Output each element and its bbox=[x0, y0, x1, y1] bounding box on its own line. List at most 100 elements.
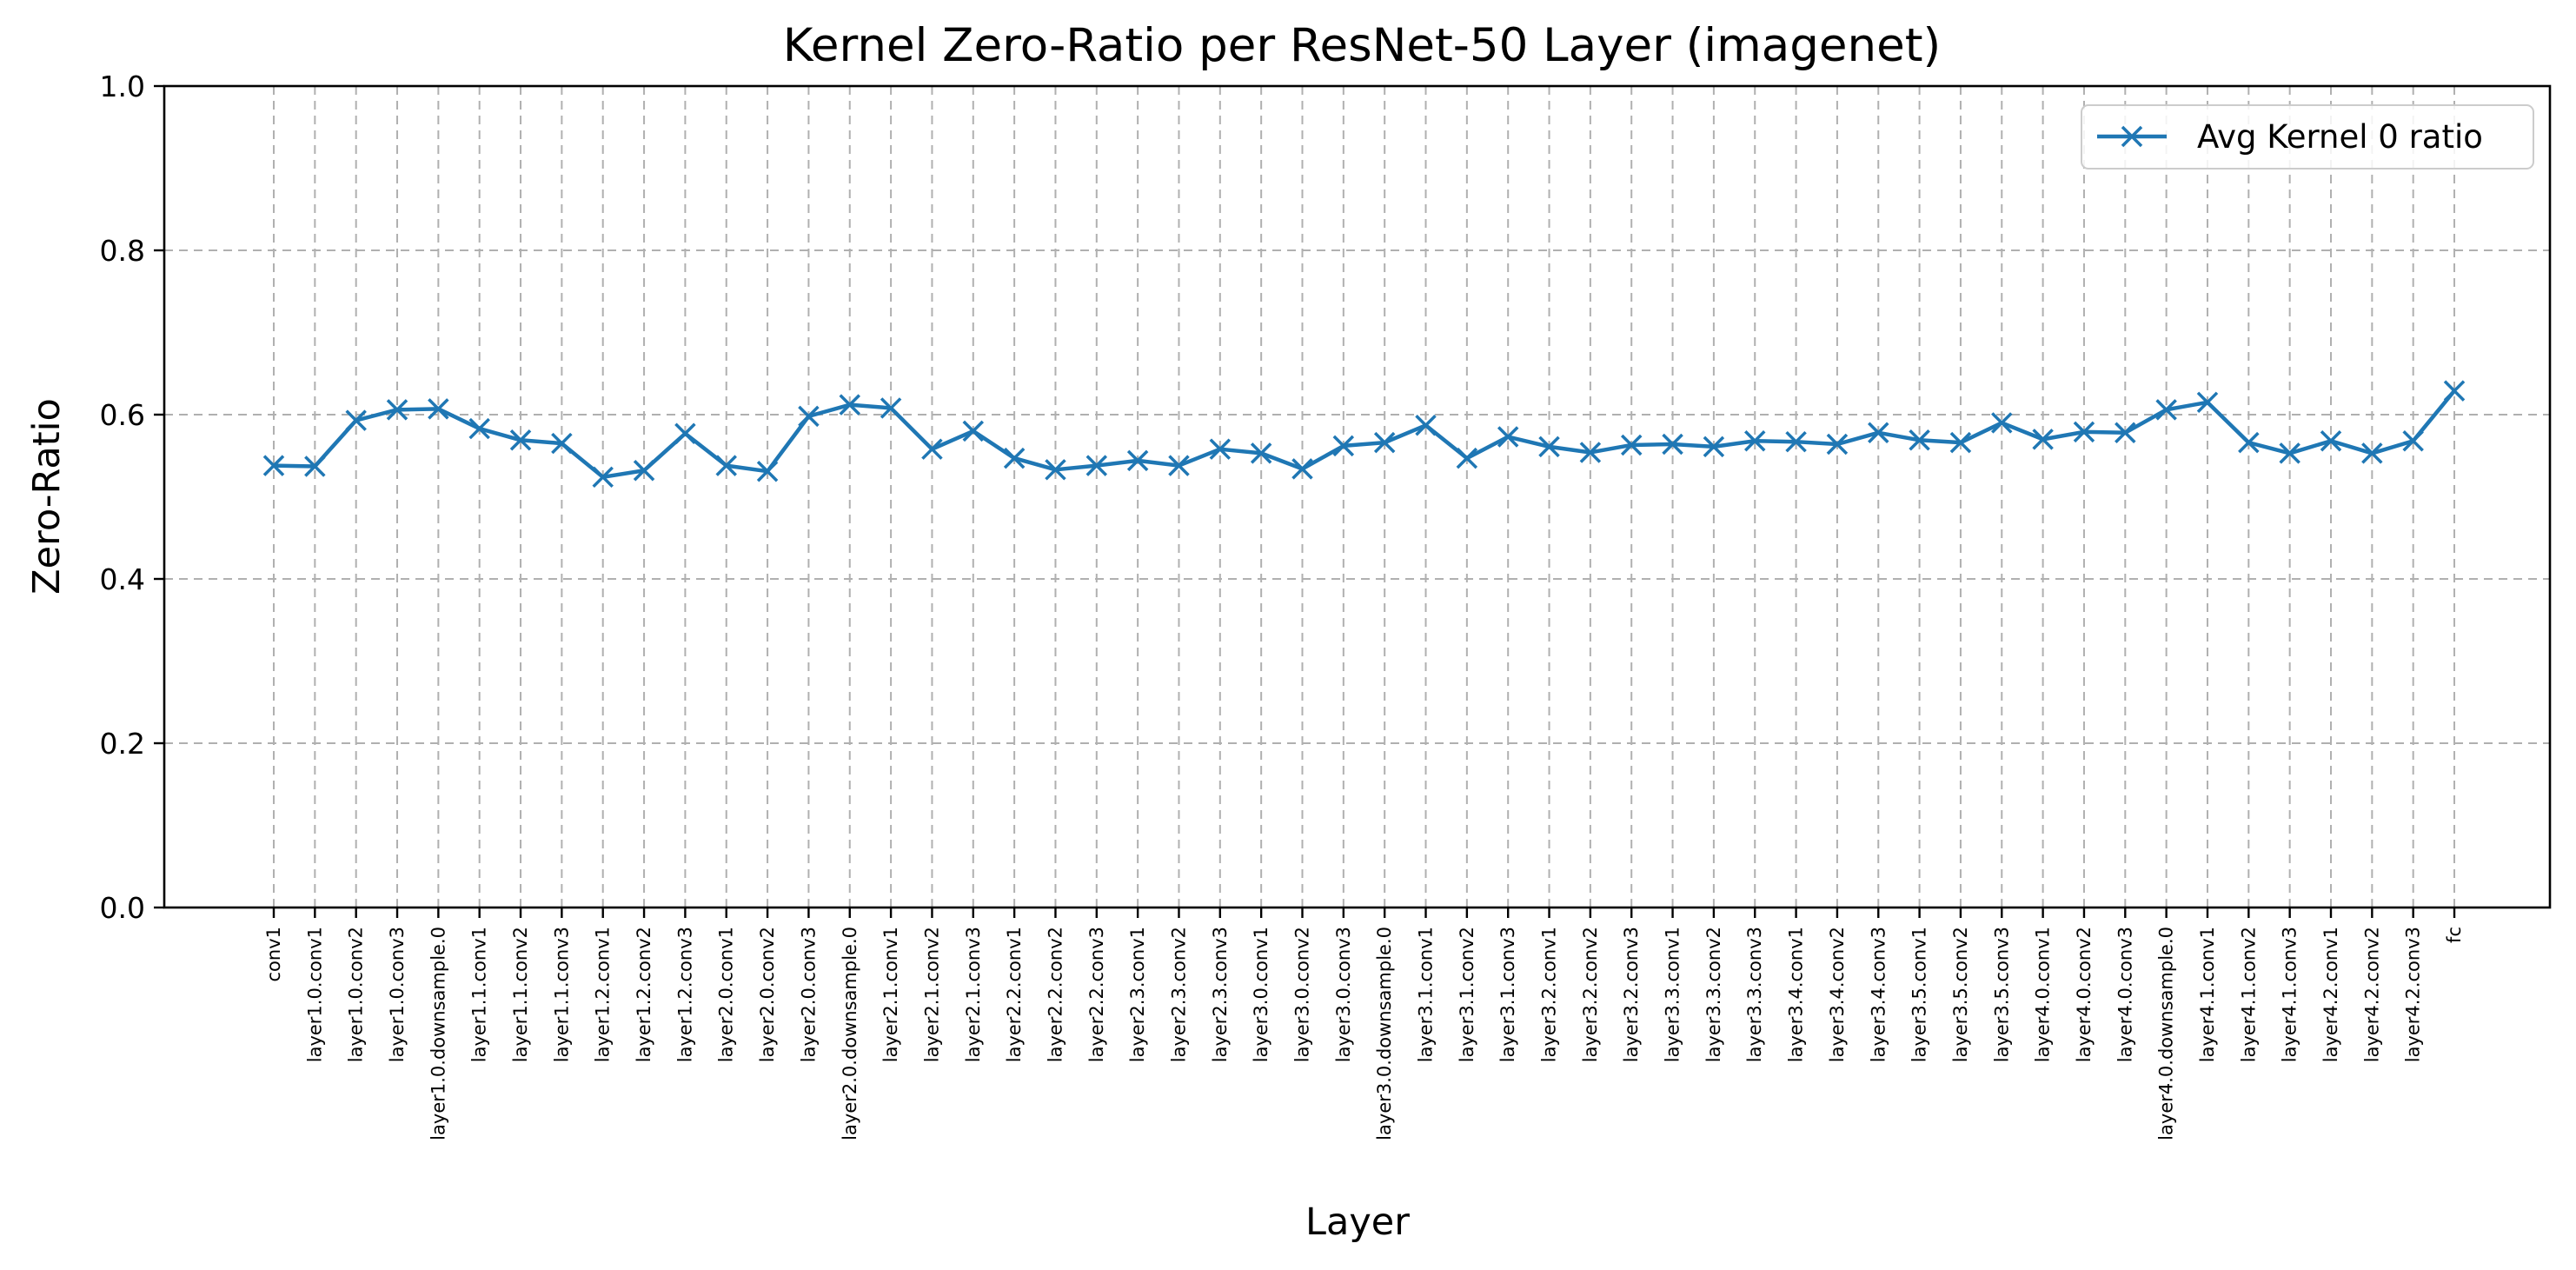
x-tick-label: layer1.2.conv1 bbox=[593, 927, 614, 1062]
x-tick-label: conv1 bbox=[263, 927, 284, 982]
x-tick-label: layer2.2.conv2 bbox=[1045, 927, 1066, 1062]
data-point-marker[interactable] bbox=[1209, 438, 1232, 460]
grid-layer bbox=[164, 86, 2550, 908]
x-tick-label: layer3.0.conv2 bbox=[1292, 927, 1313, 1062]
x-tick-label: layer4.0.conv2 bbox=[2074, 927, 2095, 1062]
data-point-marker[interactable] bbox=[1579, 442, 1602, 463]
x-tick-label: layer4.1.conv1 bbox=[2197, 927, 2218, 1062]
data-point-marker[interactable] bbox=[2196, 391, 2219, 414]
data-point-marker[interactable] bbox=[756, 460, 779, 482]
legend-label: Avg Kernel 0 ratio bbox=[2197, 118, 2483, 156]
data-point-marker[interactable] bbox=[674, 422, 696, 444]
data-point-marker[interactable] bbox=[1785, 430, 1807, 453]
x-tick-label: layer4.2.conv2 bbox=[2361, 927, 2382, 1062]
data-point-marker[interactable] bbox=[1744, 430, 1766, 452]
data-point-marker[interactable] bbox=[1250, 442, 1272, 464]
x-tick-label: layer3.5.conv1 bbox=[1909, 927, 1930, 1062]
data-point-marker[interactable] bbox=[304, 455, 326, 477]
data-point-marker[interactable] bbox=[1373, 431, 1396, 454]
x-tick-label: layer3.0.conv3 bbox=[1333, 927, 1354, 1062]
x-tick-label: layer4.0.conv3 bbox=[2115, 927, 2135, 1062]
x-tick-label: layer4.0.conv1 bbox=[2033, 927, 2054, 1062]
x-tick-label: layer3.0.downsample.0 bbox=[1374, 927, 1395, 1140]
data-point-marker[interactable] bbox=[2238, 431, 2260, 454]
data-point-marker[interactable] bbox=[1826, 433, 1849, 455]
data-point-marker[interactable] bbox=[2402, 430, 2424, 452]
x-tick-label: layer2.3.conv3 bbox=[1210, 927, 1231, 1062]
data-point-marker[interactable] bbox=[715, 455, 737, 476]
data-point-marker[interactable] bbox=[1868, 422, 1889, 444]
data-point-marker[interactable] bbox=[1415, 415, 1437, 436]
data-point-marker[interactable] bbox=[1086, 455, 1108, 476]
x-tick-label: layer1.0.downsample.0 bbox=[428, 927, 448, 1140]
data-point-marker[interactable] bbox=[1168, 455, 1190, 476]
data-point-marker[interactable] bbox=[2443, 380, 2466, 402]
data-point-marker[interactable] bbox=[798, 405, 820, 428]
data-point-marker[interactable] bbox=[921, 438, 943, 460]
data-point-marker[interactable] bbox=[2032, 429, 2054, 450]
data-point-marker[interactable] bbox=[2320, 430, 2342, 452]
data-point-marker[interactable] bbox=[1662, 433, 1683, 455]
data-point-marker[interactable] bbox=[1949, 431, 1972, 454]
data-point-marker[interactable] bbox=[551, 432, 573, 455]
x-tick-label: layer3.4.conv3 bbox=[1868, 927, 1889, 1062]
data-point-marker[interactable] bbox=[2155, 399, 2177, 421]
data-point-marker[interactable] bbox=[468, 417, 490, 440]
data-point-marker[interactable] bbox=[1991, 412, 2013, 434]
data-point-marker[interactable] bbox=[345, 409, 367, 431]
x-tick-label: layer2.1.conv1 bbox=[880, 927, 901, 1062]
x-tick-label: layer3.3.conv1 bbox=[1663, 927, 1683, 1062]
x-tick-label: layer4.1.conv2 bbox=[2238, 927, 2259, 1062]
data-point-marker[interactable] bbox=[1003, 447, 1026, 469]
data-point-marker[interactable] bbox=[1538, 436, 1560, 458]
data-point-marker[interactable] bbox=[2073, 421, 2095, 443]
x-tick-label: layer4.2.conv1 bbox=[2320, 927, 2341, 1062]
x-tick-label: layer2.1.conv3 bbox=[963, 927, 984, 1062]
y-tick-label: 0.0 bbox=[100, 891, 145, 925]
data-point-marker[interactable] bbox=[262, 455, 285, 476]
x-tick-label: layer3.2.conv3 bbox=[1621, 927, 1642, 1062]
x-tick-label: layer2.0.downsample.0 bbox=[840, 927, 860, 1140]
x-tick-label: layer1.1.conv2 bbox=[510, 927, 531, 1062]
data-point-marker[interactable] bbox=[1703, 436, 1725, 458]
x-tick-label: layer3.2.conv2 bbox=[1580, 927, 1601, 1062]
data-point-marker[interactable] bbox=[592, 466, 614, 489]
x-axis-title: Layer bbox=[1305, 1200, 1410, 1244]
legend-marker-x-icon bbox=[2121, 125, 2143, 148]
data-point-marker[interactable] bbox=[1045, 459, 1066, 481]
x-tick-label: layer3.3.conv3 bbox=[1744, 927, 1765, 1062]
data-point-marker[interactable] bbox=[1620, 434, 1643, 456]
data-point-marker[interactable] bbox=[880, 397, 902, 419]
x-tick-label: layer1.0.conv2 bbox=[346, 927, 367, 1062]
data-point-marker[interactable] bbox=[1497, 426, 1519, 448]
x-tick-label: layer2.3.conv2 bbox=[1168, 927, 1189, 1062]
data-point-marker[interactable] bbox=[962, 420, 985, 442]
y-tick-label: 0.6 bbox=[100, 398, 145, 432]
series-line bbox=[273, 389, 2456, 480]
x-tick-label: layer3.1.conv2 bbox=[1457, 927, 1477, 1062]
data-point-marker[interactable] bbox=[839, 394, 860, 416]
data-point-marker[interactable] bbox=[633, 460, 655, 482]
legend[interactable]: Avg Kernel 0 ratio bbox=[2081, 104, 2534, 170]
data-point-marker[interactable] bbox=[1332, 435, 1355, 457]
data-point-marker[interactable] bbox=[1291, 458, 1313, 480]
data-point-marker[interactable] bbox=[2361, 442, 2383, 464]
x-tick-label: fc bbox=[2444, 927, 2465, 943]
data-point-marker[interactable] bbox=[2279, 442, 2300, 464]
data-point-marker[interactable] bbox=[1126, 449, 1149, 472]
data-point-marker[interactable] bbox=[2115, 422, 2136, 444]
x-tick-label: layer2.1.conv2 bbox=[921, 927, 942, 1062]
data-point-marker[interactable] bbox=[1456, 447, 1478, 469]
data-point-marker[interactable] bbox=[386, 399, 408, 421]
x-tick-label: layer4.0.downsample.0 bbox=[2156, 927, 2177, 1140]
x-tick-label: layer3.5.conv2 bbox=[1950, 927, 1971, 1062]
data-point-marker[interactable] bbox=[428, 398, 449, 420]
x-tick-label: layer3.0.conv1 bbox=[1251, 927, 1271, 1062]
x-tick-label: layer2.2.conv3 bbox=[1086, 927, 1107, 1062]
x-tick-label: layer3.2.conv1 bbox=[1539, 927, 1560, 1062]
data-point-marker[interactable] bbox=[509, 429, 532, 451]
x-tick-label: layer2.3.conv1 bbox=[1127, 927, 1148, 1062]
data-point-marker[interactable] bbox=[1909, 429, 1930, 451]
